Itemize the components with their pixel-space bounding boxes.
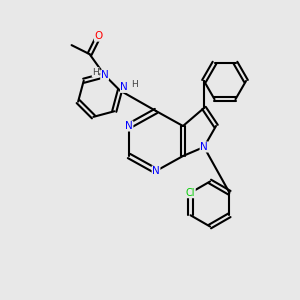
Text: Cl: Cl xyxy=(186,188,195,198)
Text: N: N xyxy=(152,166,160,176)
Text: N: N xyxy=(121,82,128,92)
Text: N: N xyxy=(200,142,208,152)
Text: N: N xyxy=(101,70,109,80)
Text: O: O xyxy=(94,31,103,41)
Text: N: N xyxy=(125,121,133,131)
Text: H: H xyxy=(92,68,99,76)
Text: H: H xyxy=(131,80,138,89)
